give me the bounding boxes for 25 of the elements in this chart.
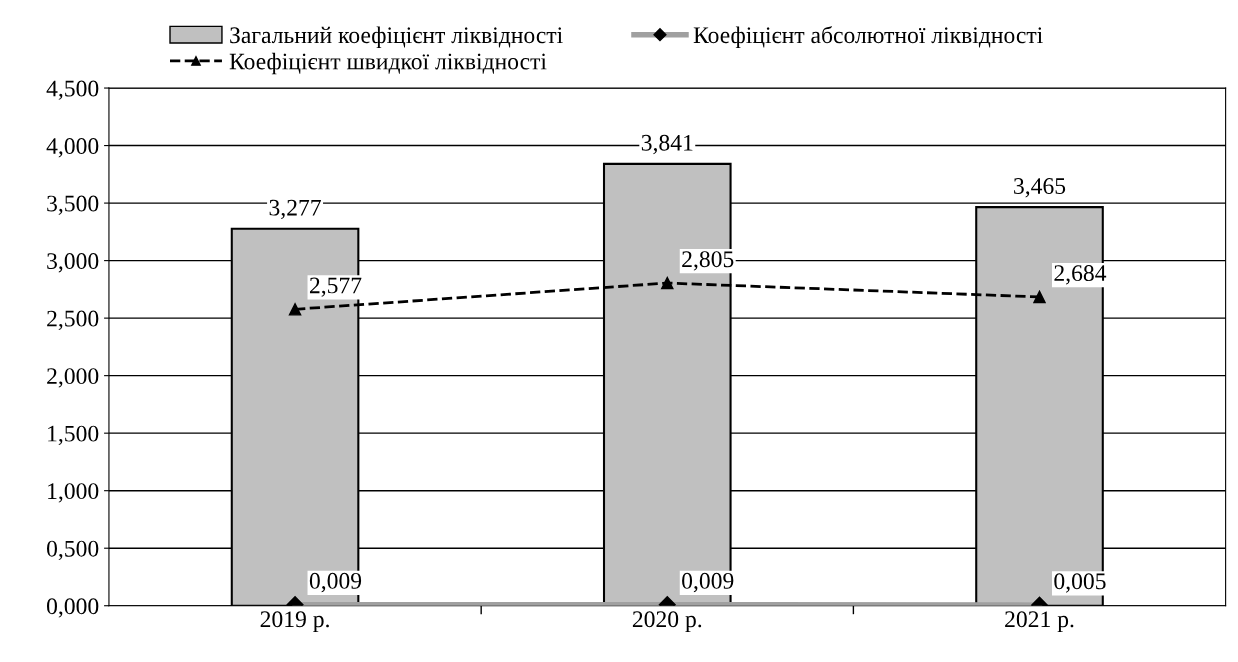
data-label: 0,009 <box>682 572 734 593</box>
y-tick-label: 1,000 <box>48 483 99 503</box>
data-label: 3,841 <box>641 134 693 155</box>
y-tick-label: 2,000 <box>47 368 99 388</box>
legend-label: Коефіцієнт абсолютної ліквідності <box>693 26 1043 48</box>
data-label: 2,684 <box>1054 265 1107 285</box>
legend-label: Загальний коефіцієнт ліквідності <box>230 26 563 48</box>
data-label: 2,805 <box>682 251 734 271</box>
x-tick-label: 2021 р. <box>1005 611 1074 632</box>
y-tick-label: 3,500 <box>47 195 99 215</box>
y-tick-label: 4,500 <box>46 80 99 100</box>
data-label: 2,577 <box>309 277 362 297</box>
y-tick-label: 0,500 <box>47 540 99 561</box>
data-label: 0,005 <box>1054 573 1106 593</box>
data-label: 3,277 <box>269 199 321 220</box>
legend-label: Коефіцієнт швидкої ліквідності <box>229 52 547 75</box>
y-tick-label: 3,000 <box>47 253 99 273</box>
data-label: 0,009 <box>309 572 362 593</box>
data-label: 3,465 <box>1014 178 1066 198</box>
x-tick-label: 2020 р. <box>632 611 702 632</box>
y-tick-label: 0,000 <box>47 598 99 618</box>
y-tick-label: 2,500 <box>47 310 99 330</box>
y-tick-label: 1,500 <box>48 425 99 445</box>
x-tick-label: 2019 р. <box>260 611 329 632</box>
y-tick-label: 4,000 <box>46 138 99 158</box>
